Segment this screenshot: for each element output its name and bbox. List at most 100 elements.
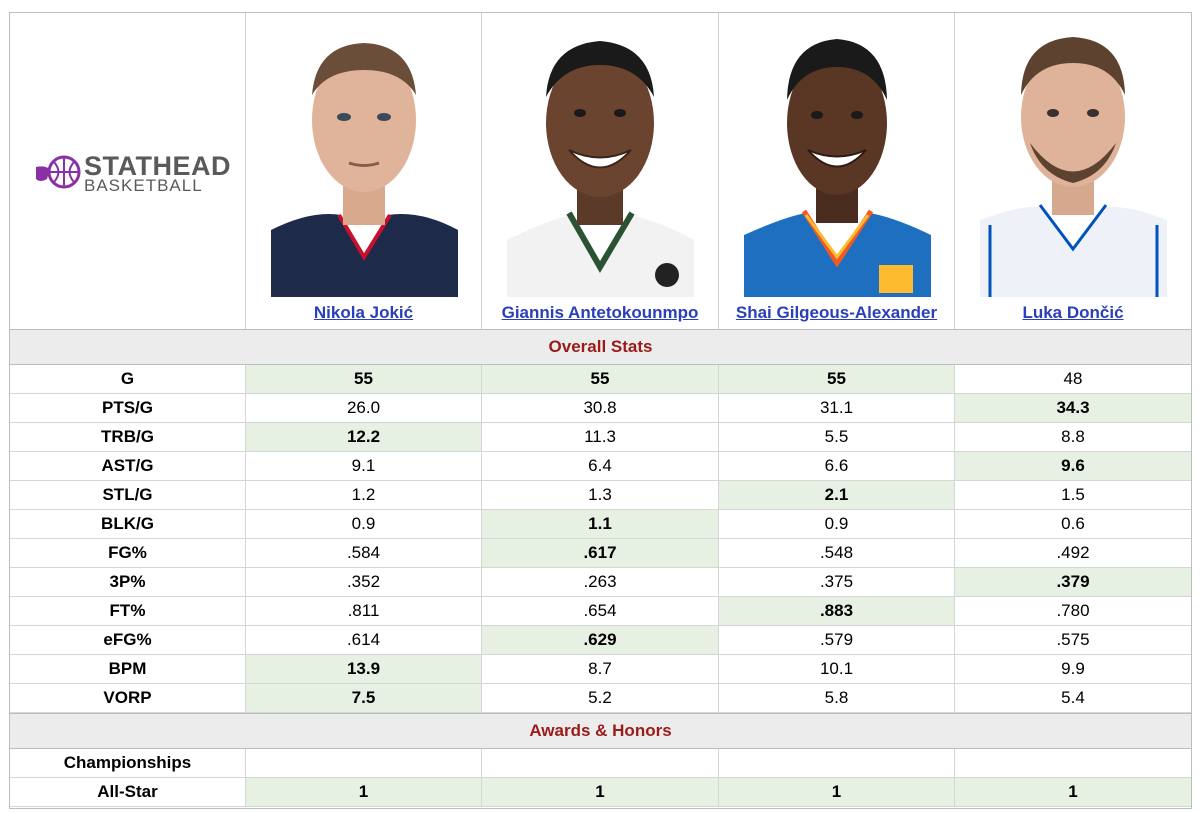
stat-cell: 1.1 — [482, 510, 719, 538]
player-header-jokic: Nikola Jokić — [246, 13, 482, 329]
stat-cell: 1 — [246, 778, 482, 806]
stat-cell: 31.1 — [719, 394, 955, 422]
player-photo-doncic — [980, 25, 1167, 297]
player-link-jokic[interactable]: Nikola Jokić — [313, 303, 414, 322]
header-row: STATHEAD BASKETBALL Nikola Jokić — [10, 13, 1191, 329]
stat-cell: .575 — [1056, 630, 1090, 649]
row-label: FG% — [10, 539, 246, 567]
stat-cell: .579 — [719, 626, 955, 654]
stat-cell: 6.6 — [719, 452, 955, 480]
row-label: PTS/G — [10, 394, 246, 422]
stat-cell: 55 — [719, 365, 955, 393]
player-link-gilgeous-alexander[interactable]: Shai Gilgeous-Alexander — [735, 303, 938, 322]
stat-cell: 0.9 — [719, 510, 955, 538]
stat-cell: 8.8 — [1061, 427, 1085, 446]
stat-cell: 34.3 — [955, 394, 1191, 422]
stat-cell: 13.9 — [246, 655, 482, 683]
stat-cell: 48 — [1063, 369, 1083, 388]
stat-cell: .352 — [246, 568, 482, 596]
row-label: All-Star — [10, 778, 246, 806]
stat-cell: 9.9 — [1061, 659, 1085, 678]
stat-cell: 1.2 — [246, 481, 482, 509]
stat-cell: 11.3 — [482, 423, 719, 451]
table-row: AST/G 9.1 6.4 6.6 9.6 — [10, 452, 1191, 481]
table-row: BPM 13.9 8.7 10.1 9.9 — [10, 655, 1191, 684]
stat-cell: 8.7 — [482, 655, 719, 683]
stat-cell: 0.9 — [246, 510, 482, 538]
stat-cell: .492 — [1056, 543, 1090, 562]
table-row: VORP 7.5 5.2 5.8 5.4 — [10, 684, 1191, 713]
stat-cell: .811 — [246, 597, 482, 625]
stat-cell: 1 — [955, 778, 1191, 806]
stat-cell: 1 — [719, 778, 955, 806]
stat-cell — [719, 749, 955, 777]
table-row: FG% .584.617.548 .492 — [10, 539, 1191, 568]
stat-cell: .548 — [719, 539, 955, 567]
section-header-awards: Awards & Honors — [10, 713, 1191, 749]
section-header-overall: Overall Stats — [10, 329, 1191, 365]
stat-cell: 55 — [482, 365, 719, 393]
stat-cell: .629 — [482, 626, 719, 654]
row-label: STL/G — [10, 481, 246, 509]
table-row: Championships — [10, 749, 1191, 778]
stat-cell: 26.0 — [246, 394, 482, 422]
stat-cell — [482, 749, 719, 777]
stathead-logo[interactable]: STATHEAD BASKETBALL — [34, 151, 234, 195]
table-row: 3P% .352.263.375.379 — [10, 568, 1191, 597]
row-label: Championships — [10, 749, 246, 777]
player-header-doncic: Luka Dončić — [955, 13, 1191, 329]
table-row: BLK/G 0.9 1.1 0.9 0.6 — [10, 510, 1191, 539]
stat-cell: .375 — [719, 568, 955, 596]
stat-cell: .654 — [482, 597, 719, 625]
logo-cell: STATHEAD BASKETBALL — [10, 13, 246, 329]
row-label: AST/G — [10, 452, 246, 480]
table-row: PTS/G 26.0 30.8 31.1 34.3 — [10, 394, 1191, 423]
row-label: TRB/G — [10, 423, 246, 451]
stat-cell: 1 — [482, 778, 719, 806]
stat-cell: 2.1 — [719, 481, 955, 509]
basketball-logo-icon — [36, 155, 81, 189]
stat-cell: 5.5 — [719, 423, 955, 451]
player-photo-gilgeous-alexander — [744, 25, 931, 297]
player-link-antetokounmpo[interactable]: Giannis Antetokounmpo — [501, 303, 699, 322]
stat-cell: 1.5 — [1061, 485, 1085, 504]
player-header-antetokounmpo: Giannis Antetokounmpo — [482, 13, 719, 329]
stat-cell: .614 — [246, 626, 482, 654]
row-label: BPM — [10, 655, 246, 683]
stat-cell — [246, 749, 482, 777]
stat-cell: 9.1 — [246, 452, 482, 480]
stat-cell: 6.4 — [482, 452, 719, 480]
stat-cell: .883 — [719, 597, 955, 625]
row-label: VORP — [10, 684, 246, 712]
stat-cell: .617 — [482, 539, 719, 567]
stat-cell: 10.1 — [719, 655, 955, 683]
table-row: STL/G 1.2 1.3 2.1 1.5 — [10, 481, 1191, 510]
stat-cell: 1.3 — [482, 481, 719, 509]
table-row: TRB/G 12.2 11.3 5.5 8.8 — [10, 423, 1191, 452]
comparison-table: STATHEAD BASKETBALL Nikola Jokić — [9, 12, 1192, 809]
stat-cell: 55 — [246, 365, 482, 393]
row-label: eFG% — [10, 626, 246, 654]
logo-wordmark-bottom: BASKETBALL — [84, 176, 203, 195]
row-label: 3P% — [10, 568, 246, 596]
player-photo-jokic — [271, 25, 458, 297]
table-row: G 55 55 55 48 — [10, 365, 1191, 394]
stat-cell: .780 — [1056, 601, 1090, 620]
stat-cell: .584 — [246, 539, 482, 567]
player-link-doncic[interactable]: Luka Dončić — [1022, 303, 1124, 322]
stat-cell: 30.8 — [482, 394, 719, 422]
player-photo-antetokounmpo — [507, 25, 694, 297]
table-row: All-Star 1 1 1 1 — [10, 778, 1191, 807]
table-row: FT% .811.654.883 .780 — [10, 597, 1191, 626]
logo-wordmark-top: STATHEAD — [84, 151, 231, 181]
row-label: FT% — [10, 597, 246, 625]
stat-cell: 5.2 — [482, 684, 719, 712]
stat-cell: .263 — [482, 568, 719, 596]
stat-cell: 0.6 — [1061, 514, 1085, 533]
player-header-gilgeous-alexander: Shai Gilgeous-Alexander — [719, 13, 955, 329]
stat-cell: 7.5 — [246, 684, 482, 712]
stat-cell: 5.8 — [719, 684, 955, 712]
stat-cell: .379 — [955, 568, 1191, 596]
stat-cell: 12.2 — [246, 423, 482, 451]
row-label: G — [10, 365, 246, 393]
